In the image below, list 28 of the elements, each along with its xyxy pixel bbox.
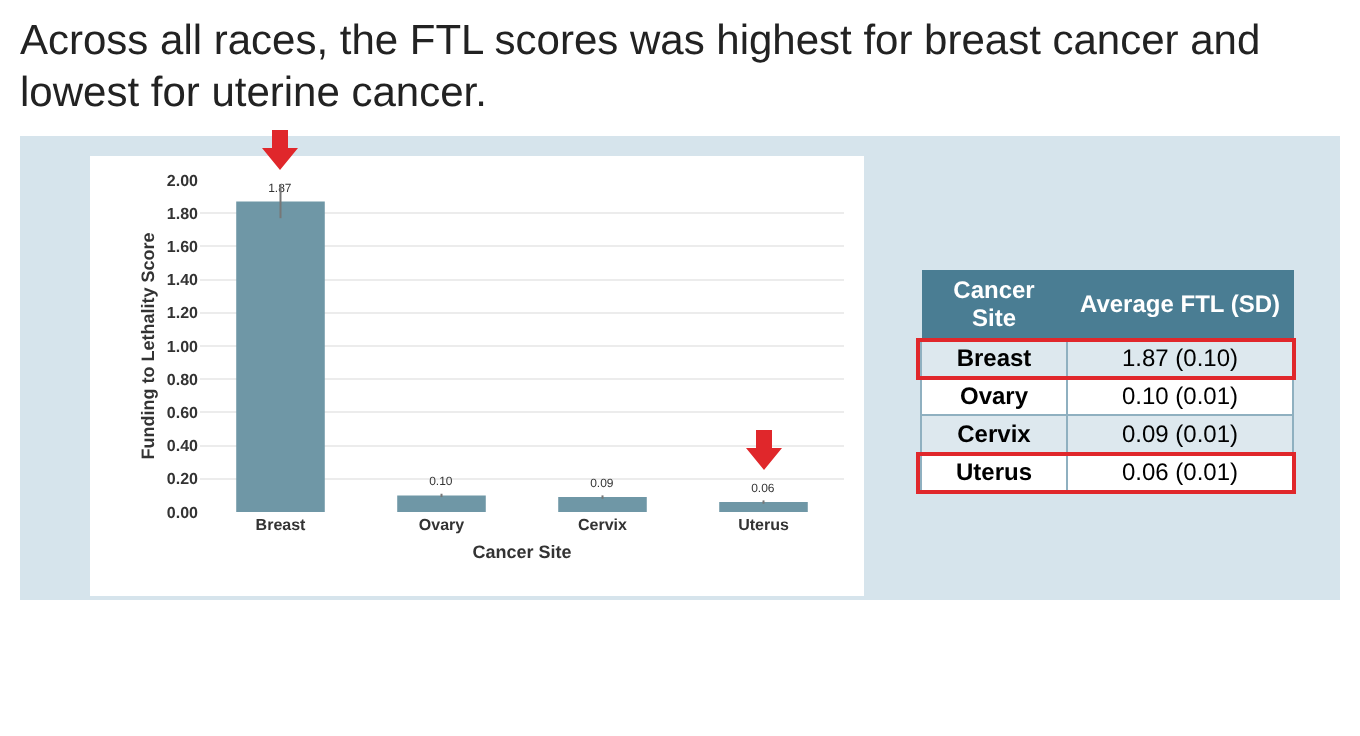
text: 0.06 (0.01) <box>1067 453 1293 491</box>
text: Cancer Site <box>921 270 1067 339</box>
y-tick-label: 1.20 <box>166 304 200 323</box>
x-tick-label: Breast <box>255 516 307 534</box>
text: 0.10 (0.01) <box>1067 377 1293 415</box>
text: 1.87 (0.10) <box>1067 339 1293 377</box>
text: Cervix <box>921 415 1067 453</box>
x-axis-title: Cancer Site <box>472 541 572 562</box>
y-tick-label: 1.00 <box>166 337 200 356</box>
text: Uterus <box>921 453 1067 491</box>
y-tick-label: 0.60 <box>166 404 200 422</box>
x-tick-label: Cervix <box>578 516 629 534</box>
chart-title: Across all races, the FTL scores was highest for breast cancer and lowest for uterine cancer. <box>20 16 1263 120</box>
text: Average FTL (SD) <box>1067 270 1293 339</box>
y-tick-label: 2.00 <box>166 171 200 190</box>
text: Breast <box>921 339 1067 377</box>
y-axis-title: Funding to Lethality Score <box>137 232 158 460</box>
y-tick-label: 1.80 <box>166 204 200 223</box>
text: 0.09 (0.01) <box>1067 415 1293 453</box>
y-tick-label: 0.20 <box>166 470 200 489</box>
y-tick-label: 0.00 <box>166 503 200 522</box>
x-tick-label: Uterus <box>738 516 790 534</box>
y-tick-label: 1.40 <box>166 271 200 290</box>
text: Ovary <box>921 377 1067 415</box>
y-tick-label: 1.60 <box>166 238 200 256</box>
y-tick-label: 0.40 <box>166 437 200 456</box>
y-tick-label: 0.80 <box>166 370 200 389</box>
x-tick-label: Ovary <box>418 516 466 534</box>
